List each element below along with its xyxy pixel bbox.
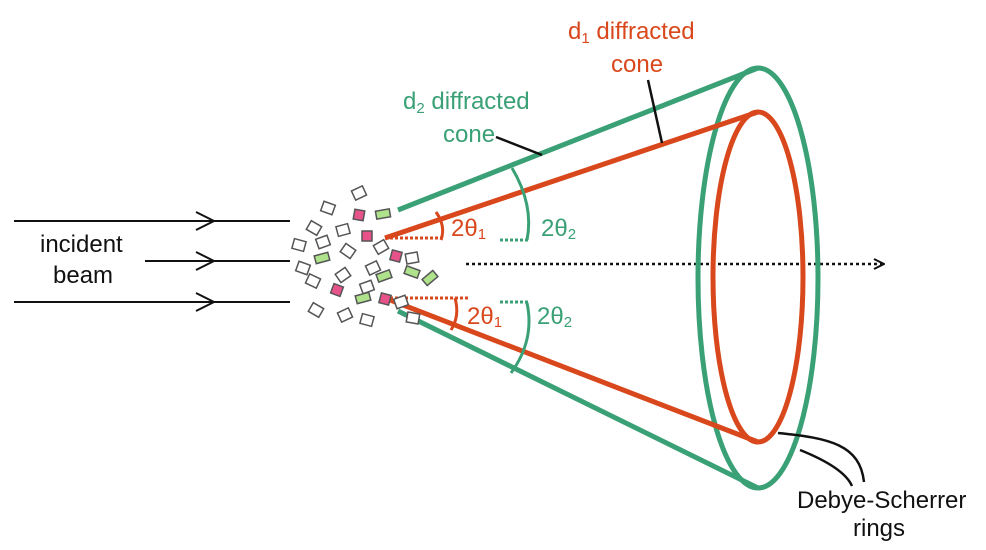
d1-debye-scherrer-ring bbox=[710, 109, 806, 445]
crystallite bbox=[352, 208, 366, 222]
d1-cone-upper-edge bbox=[384, 109, 759, 241]
leader-lines bbox=[495, 79, 866, 487]
crystallite bbox=[372, 238, 390, 256]
rings-leader-inner bbox=[799, 448, 854, 487]
crystallite bbox=[294, 260, 312, 276]
crystallite bbox=[377, 291, 393, 307]
d2-cone-upper-edge bbox=[397, 65, 759, 213]
d1-cone-lower-edge bbox=[384, 295, 759, 445]
polycrystalline-sample bbox=[290, 184, 439, 328]
crystallite bbox=[405, 311, 421, 325]
crystallite bbox=[358, 279, 376, 295]
crystallite bbox=[404, 251, 420, 265]
crystallite bbox=[336, 306, 354, 324]
theta1-arc-lower bbox=[449, 297, 459, 331]
d2-cone-lower-edge bbox=[396, 308, 760, 491]
crystallite bbox=[305, 219, 323, 237]
d2-debye-scherrer-ring bbox=[695, 65, 821, 491]
theta2-label-upper: 2θ2 bbox=[541, 215, 576, 243]
crystallite bbox=[403, 264, 421, 280]
crystallite bbox=[354, 291, 372, 305]
crystallite bbox=[339, 242, 357, 260]
crystallite bbox=[375, 268, 393, 284]
crystallite bbox=[334, 222, 352, 238]
crystallite bbox=[361, 230, 373, 242]
theta1-arc-upper bbox=[434, 211, 445, 241]
rings-label-line1: Debye-Scherrer bbox=[797, 487, 966, 514]
d2-cone-label-line2: cone bbox=[443, 121, 495, 148]
crystallite bbox=[290, 237, 308, 253]
crystallite bbox=[319, 200, 337, 216]
d1-cone-label-line2: cone bbox=[611, 51, 663, 78]
d2-diffracted-cone bbox=[396, 65, 821, 491]
incident-beam-arrows bbox=[14, 211, 290, 312]
d2-cone-label-line1: d2 diffracted bbox=[403, 88, 530, 117]
theta2-label-lower: 2θ2 bbox=[537, 303, 572, 331]
d1-diffracted-cone bbox=[384, 109, 806, 445]
theta1-label-lower: 2θ1 bbox=[467, 303, 502, 331]
rings-leader-outer bbox=[777, 431, 866, 483]
crystallite bbox=[334, 266, 352, 284]
d1-cone-label-line1: d1 diffracted bbox=[568, 18, 695, 47]
crystallite bbox=[314, 234, 332, 250]
crystallite bbox=[374, 207, 392, 221]
crystallite bbox=[364, 259, 382, 277]
incident-beam-arrow-bottom-head bbox=[195, 292, 217, 312]
incident-beam-arrow-top-head bbox=[195, 211, 217, 231]
incident-beam-arrow-middle-head bbox=[195, 251, 217, 271]
crystallite bbox=[304, 272, 322, 290]
theta2-arc-lower bbox=[509, 302, 531, 374]
crystallite bbox=[421, 269, 439, 287]
crystallite bbox=[313, 251, 331, 265]
rings-label-line2: rings bbox=[853, 515, 905, 542]
crystallite bbox=[307, 301, 325, 319]
crystallite bbox=[358, 312, 376, 328]
d2-label-leader bbox=[495, 135, 543, 157]
angle-arcs bbox=[434, 167, 531, 374]
crystallite bbox=[388, 248, 404, 264]
crystallite bbox=[329, 282, 345, 298]
incident-beam-label-line2: beam bbox=[53, 262, 113, 289]
crystallite bbox=[350, 184, 368, 202]
incident-beam-label-line1: incident bbox=[40, 231, 123, 258]
d1-label-leader bbox=[646, 79, 664, 144]
theta1-label-upper: 2θ1 bbox=[451, 215, 486, 243]
labels: incident beam d1 diffracted cone d2 diff… bbox=[40, 18, 966, 542]
theta2-arc-upper bbox=[510, 167, 531, 241]
crystallite bbox=[392, 294, 410, 310]
